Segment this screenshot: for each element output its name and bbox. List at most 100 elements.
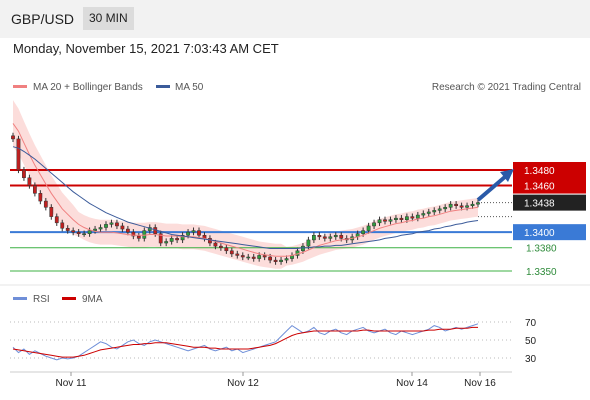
resistance-label-box (513, 177, 586, 194)
rsi-tick-label: 30 (525, 354, 537, 365)
rsi-ma-legend-swatch (62, 297, 76, 300)
copyright-label: Research © 2021 Trading Central (432, 82, 581, 93)
candle-body (366, 225, 371, 231)
candle-body (136, 235, 141, 239)
candle-body (93, 228, 97, 231)
candle-body (448, 203, 453, 208)
candle-body (38, 193, 43, 202)
candle-body (104, 224, 108, 228)
datetime-label: Monday, November 15, 2021 7:03:43 AM CET (13, 41, 279, 56)
candle-body (218, 245, 223, 248)
candle-body (339, 235, 344, 239)
candle-body (432, 210, 437, 213)
pivot-label: 1.3400 (524, 228, 555, 239)
candle-body (443, 207, 448, 210)
x-tick-label: Nov 16 (464, 378, 496, 389)
candle-body (268, 256, 273, 261)
rsi-legend-swatch (13, 297, 27, 300)
last-price-label: 1.3438 (524, 199, 555, 210)
candle-body (301, 245, 305, 252)
candle-body (333, 235, 338, 238)
candle-body (87, 230, 92, 234)
rsi-legend-label: RSI (33, 294, 50, 305)
ma50-line (12, 146, 479, 249)
candle-body (317, 235, 322, 238)
candle-body (82, 233, 87, 235)
candle-body (383, 219, 387, 222)
candle-body (224, 247, 229, 252)
rsi-ma-legend-label: 9MA (82, 294, 103, 305)
price-levels (10, 169, 512, 272)
candle-body (164, 241, 169, 244)
candle-body (454, 203, 459, 206)
candle-body (306, 239, 311, 247)
candle-body (328, 236, 333, 239)
candle-body (470, 203, 475, 206)
candle-body (377, 219, 382, 224)
candle-body (43, 200, 48, 208)
level-labels: 1.3480 1.3460 1.3438 1.3400 1.3380 1.3350 (513, 162, 586, 278)
candle-body (191, 230, 196, 233)
candle-body (257, 255, 262, 259)
candle-body (415, 214, 420, 219)
timeframe-button[interactable]: 30 MIN (83, 7, 134, 30)
x-tick-label: Nov 11 (56, 378, 87, 389)
candle-body (399, 217, 404, 220)
candle-body (229, 250, 234, 255)
candle-body (142, 230, 147, 239)
candle-body (284, 258, 289, 261)
candle-body (197, 230, 201, 236)
candle-body (311, 235, 316, 241)
candle-body (279, 259, 283, 262)
candle-body (76, 231, 81, 234)
candle-body (98, 227, 103, 230)
rsi-ma-line (12, 326, 478, 358)
candle-body (388, 219, 393, 222)
ma50-legend-swatch (156, 85, 170, 88)
candle-body (169, 238, 174, 242)
candle-body (125, 228, 130, 233)
candle-body (22, 169, 26, 179)
candle-body (49, 207, 54, 217)
candle-body (421, 213, 426, 216)
candle-body (16, 138, 21, 171)
candle-body (459, 205, 464, 208)
candle-body (251, 256, 256, 259)
candle-body (131, 231, 136, 237)
support-label: 1.3380 (526, 244, 557, 255)
candle-body (476, 202, 480, 205)
candle-body (361, 230, 366, 234)
resistance-label: 1.3460 (524, 182, 555, 193)
candle-body (27, 177, 32, 186)
support-label: 1.3350 (526, 267, 557, 278)
ma20-line (12, 123, 479, 257)
ma20-legend-label: MA 20 + Bollinger Bands (33, 82, 143, 93)
rsi-tick-label: 70 (525, 318, 537, 329)
rsi-tick-label: 50 (525, 336, 537, 347)
candle-body (11, 135, 15, 140)
symbol-label: GBP/USD (11, 11, 75, 27)
x-tick-label: Nov 14 (396, 378, 428, 389)
ma20-legend-swatch (13, 85, 27, 88)
candle-body (240, 255, 245, 258)
candle-body (109, 222, 114, 225)
candle-body (372, 222, 376, 227)
candle-body (246, 256, 251, 259)
rsi-grid: 70 50 30 (10, 318, 537, 365)
candle-body (394, 217, 398, 220)
candle-body (465, 205, 469, 208)
candle-body (54, 216, 59, 224)
candle-body (404, 216, 409, 220)
candle-body (120, 225, 125, 230)
pivot-label-box (513, 224, 586, 241)
ma50-legend-label: MA 50 (175, 82, 204, 93)
candle-body (235, 253, 240, 256)
candle-body (273, 259, 278, 262)
candle-body (115, 222, 119, 227)
projection-arrow-shaft (476, 174, 508, 202)
candle-body (213, 242, 218, 247)
candle-body (437, 208, 442, 211)
last-price-box (513, 194, 586, 211)
candle-body (65, 228, 70, 231)
x-ticks: Nov 11 Nov 12 Nov 14 Nov 16 (56, 372, 496, 389)
